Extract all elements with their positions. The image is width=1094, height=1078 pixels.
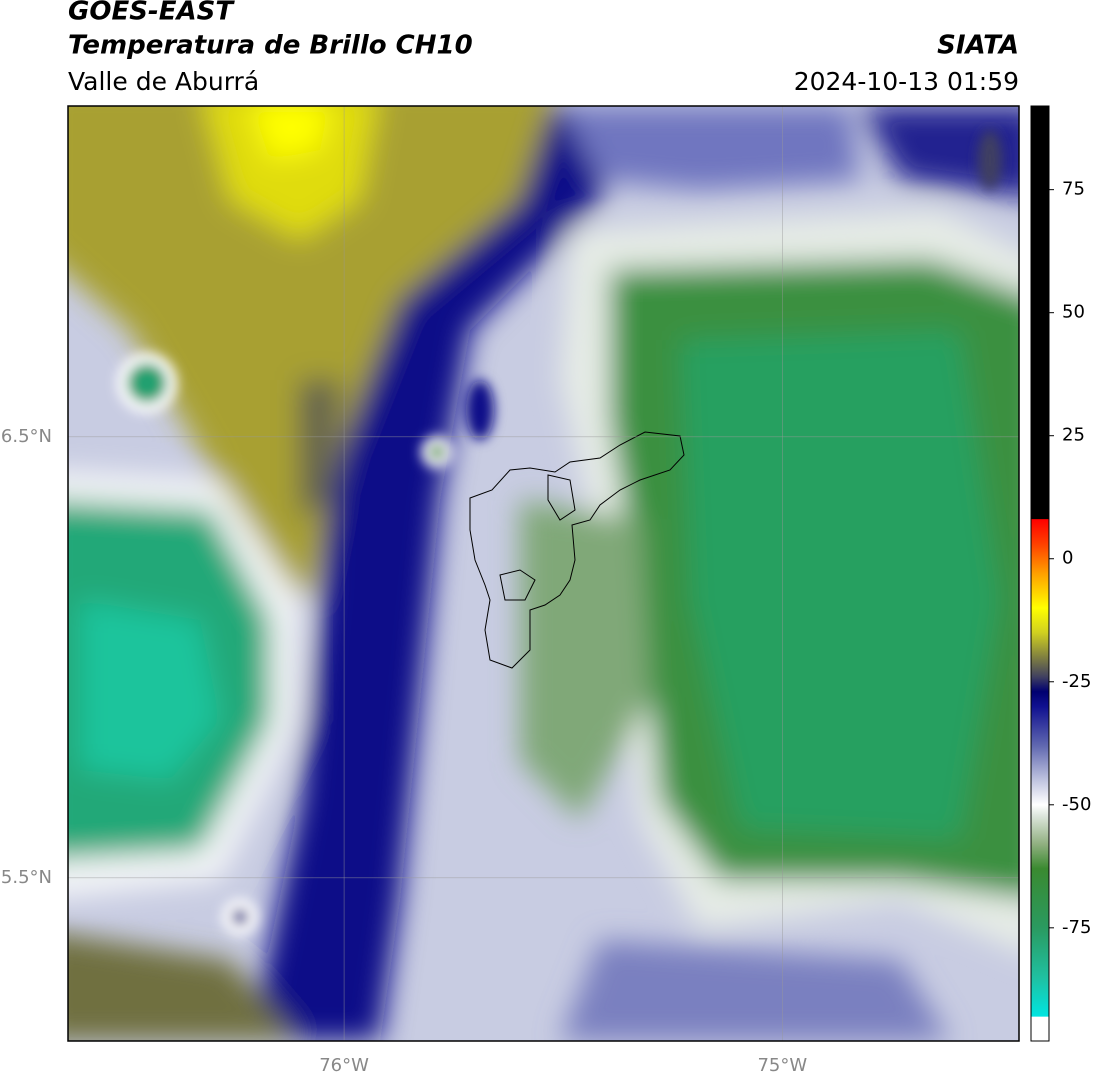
colorbar-tick-label: 50 [1062,302,1085,323]
grid [68,106,1019,1041]
colorbar-tick-label: -50 [1062,794,1091,815]
x-tick-label: 75°W [757,1055,807,1076]
colorbar-tick-label: -75 [1062,917,1091,938]
map-frame [67,105,1020,1042]
imagery [68,106,1019,1041]
subtitle: Temperatura de Brillo CH10 [68,31,473,61]
cloud-field [68,106,1019,1041]
region: Valle de Aburrá [68,67,259,96]
source: SIATA [937,31,1019,61]
title: GOES-EAST [68,0,235,27]
colorbar-tick-label: 75 [1062,179,1085,200]
timestamp: 2024-10-13 01:59 [794,67,1019,96]
y-tick-label: 6.5°N [1,426,52,447]
region-outline [469,431,685,669]
x-tick-label: 76°W [319,1055,369,1076]
colorbar-tick-label: -25 [1062,671,1091,692]
cloud-detail [117,130,1002,935]
colorbar-tick-label: 0 [1062,548,1073,569]
colorbar-tick-label: 25 [1062,425,1085,446]
colorbar [1030,105,1050,1042]
y-tick-label: 5.5°N [1,867,52,888]
